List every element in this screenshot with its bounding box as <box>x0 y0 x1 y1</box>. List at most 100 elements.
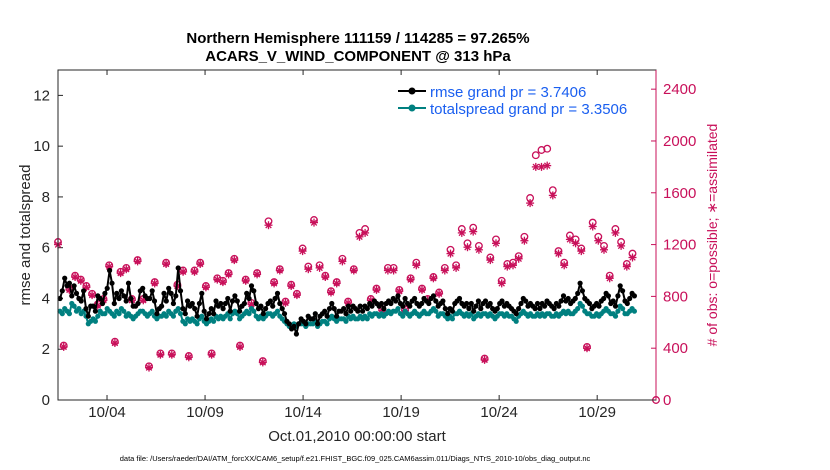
rmse-line <box>59 267 636 335</box>
rmse-point <box>475 298 481 304</box>
rmse-point <box>433 298 439 304</box>
rmse-point <box>166 285 172 291</box>
obs-assimilated-point <box>298 247 307 256</box>
rmse-point <box>343 311 349 317</box>
obs-assimilated-point <box>355 232 364 241</box>
rmse-point <box>627 295 633 302</box>
obs-assimilated-point <box>71 273 80 281</box>
obs-assimilated-point <box>310 218 318 227</box>
rmse-point <box>173 293 179 299</box>
totalspread-point <box>343 318 349 324</box>
totalspread-point <box>66 311 72 317</box>
obs-assimilated-point <box>565 235 574 244</box>
rmse-point <box>577 280 583 286</box>
rmse-point <box>412 295 418 302</box>
totalspread-point <box>116 311 122 317</box>
rmse-point <box>170 300 176 307</box>
rmse-point <box>499 298 505 304</box>
rmse-point <box>357 303 363 309</box>
rmse-point <box>315 321 321 327</box>
footer-datafile: data file: /Users/raeder/DAI/ATM_forcXX/… <box>120 454 591 463</box>
rmse-point <box>92 308 98 314</box>
rmse-point <box>203 316 210 322</box>
rmse-point <box>291 323 297 329</box>
rmse-point <box>478 306 484 312</box>
rmse-point <box>128 295 134 302</box>
rmse-point <box>237 308 243 314</box>
left-tick-label: 4 <box>42 290 50 307</box>
obs-assimilated-point <box>594 236 603 245</box>
obs-assimilated-point <box>315 263 324 272</box>
rmse-point <box>251 288 257 294</box>
totalspread-point <box>76 306 82 312</box>
legend: rmse grand pr = 3.7406 totalspread grand… <box>398 84 627 118</box>
rmse-point <box>331 306 337 312</box>
rmse-point <box>163 298 169 304</box>
rmse-point <box>494 306 500 312</box>
rmse-point <box>426 300 432 307</box>
obs-assimilated-point <box>76 276 85 285</box>
obs-assimilated-point <box>88 291 97 300</box>
obs-assimilated-point <box>321 273 330 281</box>
totalspread-point <box>246 311 252 317</box>
rmse-point <box>182 311 188 317</box>
legend-spread-label: totalspread grand pr = 3.3506 <box>430 101 627 118</box>
obs-assimilated-point <box>327 288 335 297</box>
rmse-point <box>445 311 451 317</box>
totalspread-point <box>102 311 108 317</box>
rmse-point <box>324 313 330 319</box>
rmse-point <box>99 300 106 307</box>
rmse-point <box>114 290 120 296</box>
legend-rmse-label: rmse grand pr = 3.7406 <box>430 84 586 101</box>
totalspread-series <box>57 300 638 329</box>
rmse-point <box>560 293 567 299</box>
rmse-point <box>211 311 217 317</box>
totalspread-point <box>251 308 257 314</box>
obs-assimilated-point <box>190 267 199 276</box>
obs-assimilated-point <box>218 278 227 287</box>
x-axis-ticks: 10/04 10/09 10/14 10/19 10/24 10/29 <box>88 70 616 421</box>
rmse-point <box>612 303 619 309</box>
obs-assimilated-point <box>349 266 358 275</box>
obs-assimilated-point <box>338 257 347 266</box>
legend-rmse-marker <box>408 87 416 95</box>
totalspread-point <box>71 303 77 309</box>
obs-assimilated-point <box>429 274 438 283</box>
x-tick-label: 10/09 <box>186 404 224 421</box>
rmse-point <box>229 298 236 304</box>
obs-assimilated-point <box>457 228 466 237</box>
rmse-point <box>449 308 455 314</box>
rmse-point <box>482 298 489 304</box>
rmse-point <box>73 290 80 296</box>
totalspread-point <box>395 306 401 312</box>
left-tick-label: 12 <box>33 87 50 104</box>
obs-possible-point <box>543 144 552 153</box>
right-tick-label: 2400 <box>663 81 696 98</box>
rmse-point <box>59 288 65 294</box>
obs-assimilated-point <box>554 249 563 258</box>
rmse-point <box>440 298 446 304</box>
rmse-series <box>57 265 638 337</box>
obs-assimilated-point <box>207 350 216 359</box>
rmse-point <box>400 303 406 309</box>
right-tick-label: 0 <box>663 392 671 409</box>
rmse-point <box>624 300 630 307</box>
rmse-point <box>293 331 299 337</box>
obs-assimilated-point <box>600 245 608 254</box>
rmse-point <box>442 306 448 312</box>
chart-title-line1: Northern Hemisphere 111159 / 114285 = 97… <box>186 30 529 47</box>
rmse-point <box>234 298 240 304</box>
rmse-point <box>572 295 578 302</box>
rmse-point <box>369 303 375 309</box>
rmse-point <box>147 295 153 302</box>
totalspread-point <box>513 318 519 324</box>
obs-assimilated-point <box>611 228 620 237</box>
rmse-point <box>487 300 493 307</box>
rmse-point <box>378 300 385 307</box>
rmse-point <box>407 303 413 309</box>
obs-assimilated-point <box>292 291 301 300</box>
totalspread-point <box>194 321 200 327</box>
rmse-point <box>473 303 479 309</box>
rmse-point <box>149 288 155 294</box>
obs-assimilated-point <box>543 161 552 170</box>
